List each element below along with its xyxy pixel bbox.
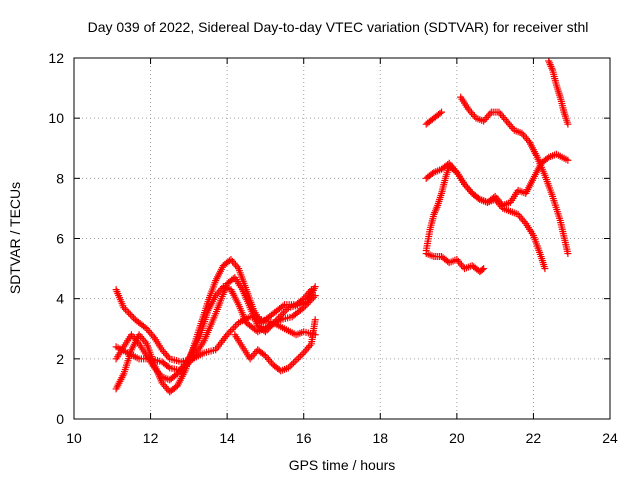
data-point-marker [275, 314, 283, 322]
data-point-marker [123, 307, 131, 315]
data-point-marker [296, 352, 304, 360]
data-point-marker [128, 312, 136, 320]
data-point-marker [564, 120, 572, 128]
data-point-marker [311, 316, 319, 324]
x-axis-ticks: 10 12 14 16 18 20 22 24 [66, 58, 618, 446]
data-point-marker [298, 350, 306, 358]
data-point-marker [225, 257, 233, 265]
data-point-marker [260, 351, 268, 359]
data-point-marker [172, 371, 180, 379]
data-point-marker [126, 311, 134, 319]
data-point-marker [286, 362, 294, 370]
data-point-marker [233, 320, 241, 328]
y-axis-label: SDTVAR / TECUs [7, 182, 23, 294]
data-point-marker [283, 305, 291, 313]
data-point-marker [288, 361, 296, 369]
data-point-marker [228, 326, 236, 334]
data-point-marker [266, 323, 274, 331]
data-point-marker [564, 250, 572, 258]
data-point-marker [230, 324, 238, 332]
data-point-marker [541, 265, 549, 273]
data-point-marker [480, 265, 488, 273]
data-point-marker [290, 359, 298, 367]
data-point-marker [120, 304, 128, 312]
data-point-marker [130, 314, 138, 322]
x-tick-label: 22 [526, 430, 542, 446]
data-point-marker [279, 302, 287, 310]
data-point-marker [226, 327, 234, 335]
y-tick-label: 2 [56, 351, 64, 367]
data-point-marker [179, 365, 187, 373]
data-point-marker [478, 266, 486, 274]
data-point-marker [284, 364, 292, 372]
data-point-marker [436, 109, 444, 117]
y-tick-label: 4 [56, 291, 64, 307]
data-point-marker [121, 305, 129, 313]
x-tick-label: 12 [143, 430, 159, 446]
data-point-marker [261, 328, 269, 336]
x-axis-label: GPS time / hours [289, 457, 396, 473]
data-point-marker [184, 360, 192, 368]
x-tick-label: 10 [66, 430, 82, 446]
data-markers [112, 57, 572, 396]
y-tick-label: 6 [56, 231, 64, 247]
x-tick-label: 18 [372, 430, 388, 446]
data-point-marker [125, 309, 133, 317]
data-point-marker [177, 367, 185, 375]
data-point-marker [223, 331, 231, 339]
x-tick-label: 20 [449, 430, 465, 446]
data-point-marker [278, 311, 286, 319]
data-point-marker [295, 354, 303, 362]
y-tick-label: 10 [48, 110, 64, 126]
data-point-marker [281, 307, 289, 315]
y-tick-label: 0 [56, 411, 64, 427]
data-point-marker [279, 309, 287, 317]
data-point-marker [564, 156, 572, 164]
data-point-marker [438, 108, 446, 116]
data-point-marker [187, 357, 195, 365]
data-point-marker [444, 160, 452, 168]
data-point-marker [276, 312, 284, 320]
data-point-marker [273, 316, 281, 324]
data-point-marker [164, 363, 172, 371]
data-point-marker [263, 326, 271, 334]
data-point-marker [231, 322, 239, 330]
x-tick-label: 16 [296, 430, 312, 446]
y-axis-ticks: 0 2 4 6 8 10 12 [48, 50, 610, 427]
data-point-marker [271, 317, 279, 325]
data-point-marker [291, 357, 299, 365]
y-tick-label: 12 [48, 50, 64, 66]
data-point-marker [182, 362, 190, 370]
data-point-marker [225, 329, 233, 337]
data-point-marker [311, 283, 319, 291]
data-point-marker [268, 321, 276, 329]
y-tick-label: 8 [56, 170, 64, 186]
x-tick-label: 24 [602, 430, 618, 446]
data-point-marker [270, 319, 278, 327]
data-point-marker [265, 324, 273, 332]
data-point-marker [180, 363, 188, 371]
data-point-marker [293, 356, 301, 364]
data-point-marker [141, 323, 149, 331]
data-point-marker [185, 358, 193, 366]
x-tick-label: 14 [219, 430, 235, 446]
chart-title: Day 039 of 2022, Sidereal Day-to-day VTE… [88, 19, 589, 35]
